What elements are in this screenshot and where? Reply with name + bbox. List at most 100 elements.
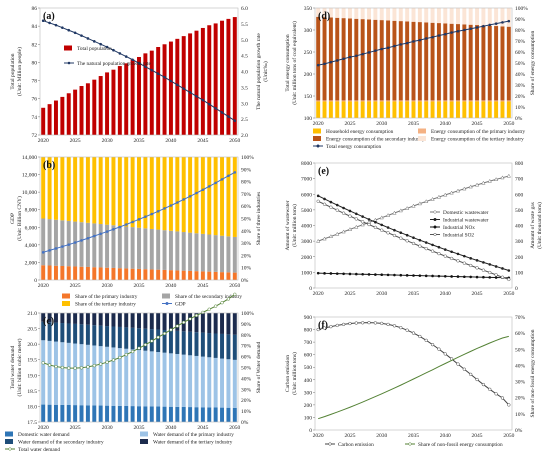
y2-axis-title: The natural population growth rate [256, 33, 262, 110]
bar-segment [449, 8, 454, 24]
data-point [507, 403, 511, 407]
data-point [482, 275, 485, 279]
y2-tick-label: 50% [515, 347, 526, 353]
bar-segment [405, 101, 410, 118]
bar-segment [392, 101, 397, 118]
bar-segment [117, 348, 122, 406]
data-point [500, 275, 505, 279]
data-point [329, 200, 333, 204]
data-point [150, 339, 154, 343]
bar-segment [194, 407, 199, 422]
bar-segment [162, 406, 167, 422]
data-point [335, 272, 339, 275]
y2-tick-label: 90% [241, 167, 252, 173]
data-point [443, 248, 447, 251]
data-point [48, 21, 51, 25]
data-point [456, 275, 460, 278]
bar-segment [443, 23, 448, 101]
data-point [367, 222, 371, 227]
data-point [405, 233, 409, 237]
y2-tick-label: 60% [241, 204, 252, 210]
y2-tick-label: 30% [515, 83, 526, 89]
y-tick-label: 4,000 [25, 243, 38, 249]
legend-marker [165, 301, 169, 306]
legend-swatch [140, 431, 148, 437]
bar-segment [213, 407, 218, 422]
data-point [392, 210, 397, 215]
panel-0-legend-2: The natural population growth rate [64, 61, 151, 67]
bar-segment [386, 101, 391, 118]
data-point [355, 54, 358, 58]
bar-segment [200, 233, 205, 272]
bar-segment [105, 267, 110, 280]
data-point [341, 229, 346, 234]
y-axis-title: Amount of wastewater [284, 200, 291, 250]
data-point [347, 227, 353, 231]
bar-segment [188, 313, 193, 332]
bar-segment [405, 8, 410, 22]
data-point [86, 37, 90, 40]
data-point [323, 197, 326, 201]
bar-segment [149, 269, 154, 280]
bar-segment [200, 313, 205, 333]
bar-segment [41, 321, 46, 341]
data-point [207, 307, 211, 311]
y2-tick-label: 0% [241, 420, 249, 426]
data-point [424, 274, 428, 278]
bar-segment [456, 100, 460, 102]
bar-segment [92, 345, 97, 406]
bar-segment [475, 8, 480, 26]
bar-segment [316, 101, 321, 118]
bar-segment [487, 25, 492, 101]
y-tick-label: 0 [34, 278, 37, 284]
y-tick-label: 1000 [301, 270, 312, 276]
data-point [361, 272, 364, 276]
panel-4-line [316, 194, 511, 272]
legend-label: Water demand of the tertiary industry [153, 439, 233, 446]
bar-segment [200, 332, 205, 357]
data-point [386, 322, 390, 327]
data-point [399, 236, 403, 240]
x-tick-label: 2040 [165, 138, 176, 144]
data-point [137, 61, 141, 65]
panel-2-bars [41, 313, 237, 422]
bar [207, 25, 212, 135]
bar-segment [79, 157, 84, 223]
y-axis-unit: (Unit: million tons) [291, 204, 298, 247]
data-point [354, 224, 359, 229]
x-tick-label: 2045 [472, 291, 483, 297]
data-point [201, 188, 205, 192]
data-point [355, 212, 358, 216]
bar-segment [411, 100, 416, 102]
y-tick-label: 3000 [301, 239, 312, 245]
bar-segment [386, 20, 391, 101]
data-point [405, 41, 409, 45]
y-axis-unit: (Unit: billion cubic meter) [16, 338, 23, 396]
data-point [124, 223, 128, 226]
bar [181, 36, 186, 135]
bar-segment [232, 236, 237, 273]
legend-label: Total population [77, 46, 112, 52]
bar [226, 18, 231, 136]
bar-segment [168, 230, 173, 271]
bar-segment [111, 326, 116, 348]
bar-segment [73, 266, 78, 280]
bar-segment [156, 406, 161, 422]
data-point [431, 35, 434, 39]
data-point [150, 68, 154, 72]
bar-segment [105, 326, 110, 347]
bar [98, 76, 103, 135]
data-point [405, 274, 409, 277]
legend-label: Domestic wastewater [443, 210, 489, 216]
data-point [47, 363, 52, 367]
bar-segment [207, 234, 212, 272]
data-point [501, 267, 504, 270]
data-point [411, 203, 416, 208]
bar [200, 27, 205, 136]
data-point [449, 190, 454, 195]
data-point [105, 230, 109, 233]
data-point [316, 63, 320, 67]
y2-tick-label: 80% [515, 28, 526, 34]
bar-segment [79, 222, 84, 267]
